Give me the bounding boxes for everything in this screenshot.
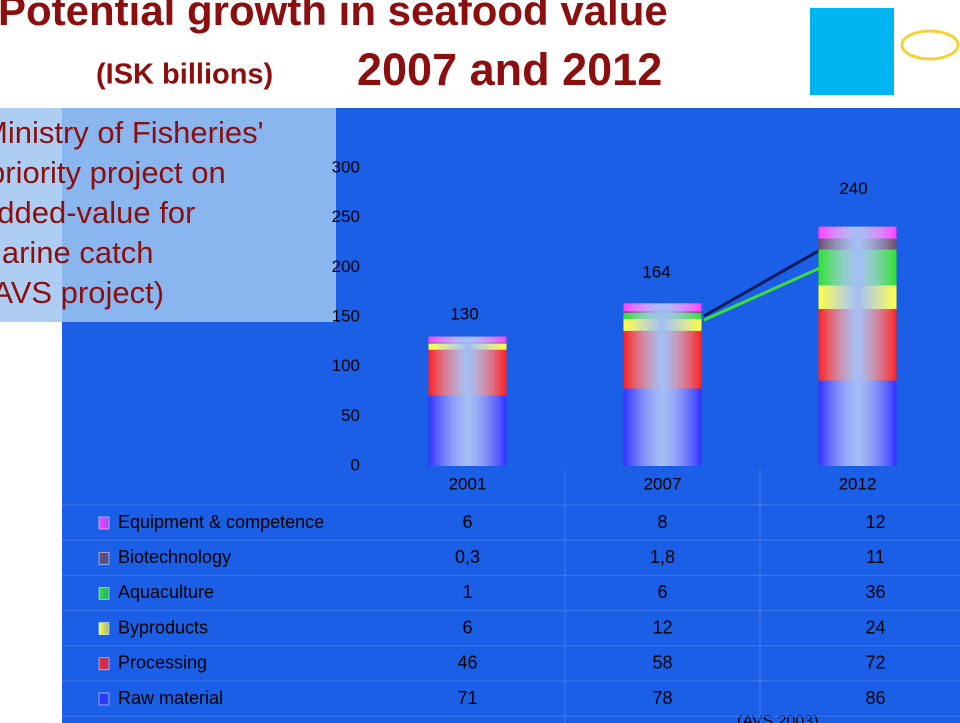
decoration-fish (900, 29, 960, 61)
table-cell: 8 (657, 512, 667, 532)
legend-label: Aquaculture (118, 582, 214, 602)
table-cell: 6 (462, 617, 472, 637)
table-cell: 1 (462, 582, 472, 602)
table-cell: 46 (457, 653, 477, 673)
bar-segment (428, 342, 507, 344)
x-tick-label: 2012 (839, 474, 877, 493)
total-label: 164 (642, 263, 670, 282)
bar-segment (623, 313, 702, 319)
table-cell: 78 (652, 688, 672, 708)
note-line: marine catch (0, 235, 153, 270)
legend-label: Byproducts (118, 617, 208, 637)
bar-segment (818, 238, 897, 250)
table-cell: 11 (866, 547, 885, 567)
table-cell: 1,8 (650, 547, 675, 567)
legend-swatch (98, 587, 110, 600)
table-cell: 12 (652, 617, 672, 637)
legend-swatch (98, 516, 110, 530)
note-line: (AVS project) (0, 275, 164, 310)
bar-segment (623, 388, 702, 466)
note-line: priority project on (0, 155, 226, 190)
y-tick-label: 200 (332, 257, 360, 276)
total-label: 130 (450, 304, 478, 323)
y-tick-label: 50 (341, 406, 360, 425)
legend-label: Raw material (118, 688, 223, 708)
table-cell: 86 (865, 688, 885, 708)
note-line: Ministry of Fisheries' (0, 115, 264, 150)
trend-arrow (703, 248, 821, 318)
legend-swatch (98, 551, 110, 565)
table-cell: 24 (865, 617, 885, 637)
bar-segment (428, 349, 507, 396)
x-tick-label: 2001 (449, 474, 487, 493)
chart-title: Potential growth in seafood value (0, 0, 668, 34)
chart-subtitle: (ISK billions) (96, 59, 273, 91)
x-tick-label: 2007 (644, 474, 682, 493)
y-tick-label: 100 (332, 356, 360, 375)
legend-label: Processing (118, 653, 207, 673)
legend-swatch (98, 657, 110, 671)
decoration-square (810, 8, 894, 95)
total-label: 240 (839, 179, 867, 198)
bar-segment (818, 226, 897, 239)
chart-subtitle-years: 2007 and 2012 (357, 44, 662, 95)
table-cell: 36 (865, 582, 885, 602)
table-cell: 6 (462, 512, 472, 532)
bar-segment (428, 395, 507, 466)
table-cell: 0,3 (455, 547, 480, 567)
bar-segment (623, 303, 702, 312)
table-cell: 71 (457, 688, 477, 708)
legend-label: Equipment & competence (118, 512, 324, 532)
bar-segment (818, 309, 897, 381)
bar-segment (428, 343, 507, 350)
y-tick-label: 250 (332, 207, 360, 226)
table-cell: 12 (865, 512, 885, 532)
legend-swatch (98, 692, 110, 706)
note: Ministry of Fisheries' priority project o… (0, 115, 264, 310)
bar-segment (623, 311, 702, 314)
y-tick-label: 0 (351, 455, 360, 474)
bar-segment (428, 336, 507, 343)
note-box (0, 108, 336, 322)
y-tick-label: 150 (332, 306, 360, 325)
bar-segment (623, 318, 702, 331)
note-line: added-value for (0, 195, 195, 230)
bar-segment (818, 249, 897, 286)
legend-swatch (98, 622, 110, 635)
bar-segment (818, 380, 897, 466)
legend-label: Biotechnology (118, 547, 231, 567)
bar-segment (818, 285, 897, 310)
trend-arrow (703, 266, 821, 322)
bar-segment (623, 330, 702, 389)
table-cell: 72 (865, 653, 885, 673)
table-cell: 58 (652, 653, 672, 673)
y-tick-label: 300 (332, 157, 360, 176)
table-cell: 6 (657, 582, 667, 602)
source-note: (AVS 2003) (737, 713, 819, 723)
